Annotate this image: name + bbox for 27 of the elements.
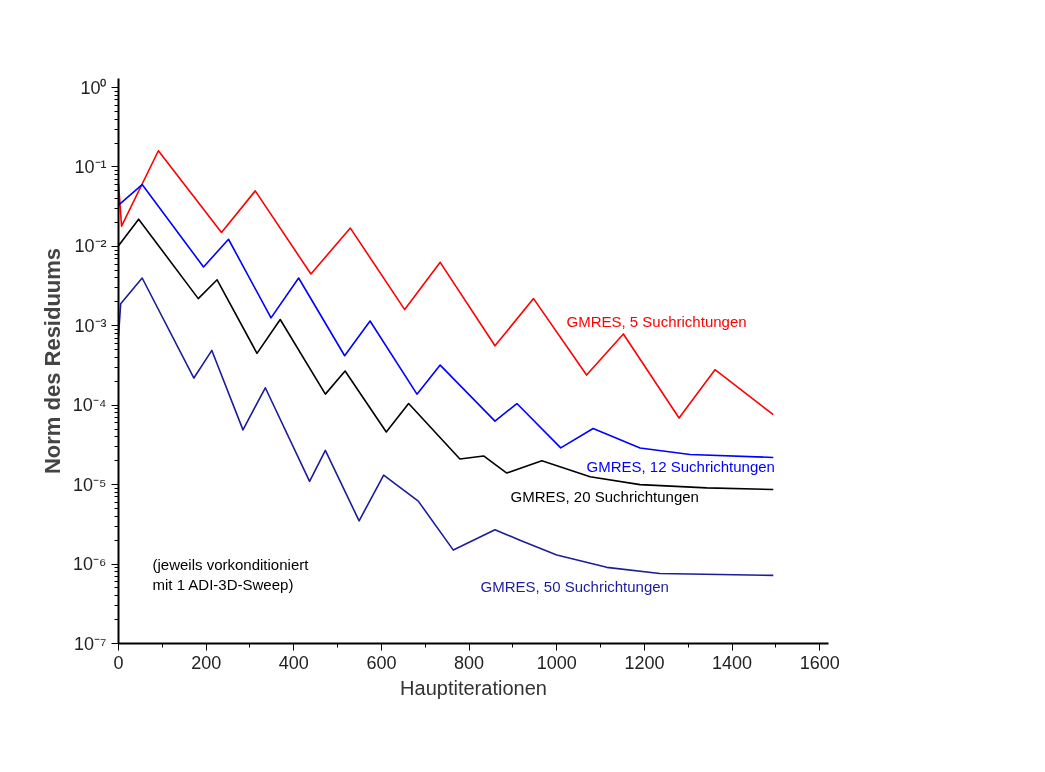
x-tick-label: 800 bbox=[454, 652, 485, 673]
y-tick-label: 10⁰ bbox=[80, 77, 107, 98]
x-tick-label: 200 bbox=[191, 652, 222, 673]
y-tick-label: 10⁻⁷ bbox=[73, 633, 107, 654]
x-axis-title: Hauptiterationen bbox=[400, 676, 547, 699]
x-tick-label: 600 bbox=[366, 652, 397, 673]
line-series bbox=[118, 149, 775, 419]
y-tick-label: 10⁻³ bbox=[74, 315, 107, 336]
annotation: (jeweils vorkonditioniert mit 1 ADI-3D-Sweep) bbox=[152, 556, 310, 594]
x-tick-label: 400 bbox=[278, 652, 309, 673]
series-label: GMRES, 50 Suchrichtungen bbox=[480, 578, 669, 595]
series-label: GMRES, 12 Suchrichtungen bbox=[586, 458, 775, 475]
y-axis-title: Norm des Residuums bbox=[39, 247, 65, 475]
line-series bbox=[118, 277, 775, 577]
x-tick-label: 1400 bbox=[712, 652, 753, 673]
series-label: GMRES, 20 Suchrichtungen bbox=[510, 488, 699, 505]
x-tick-label: 0 bbox=[113, 652, 124, 673]
series-label: GMRES, 5 Suchrichtungen bbox=[566, 313, 747, 330]
y-tick-label: 10⁻⁵ bbox=[73, 474, 107, 495]
y-tick-label: 10⁻¹ bbox=[74, 156, 107, 177]
x-tick-label: 1200 bbox=[624, 652, 665, 673]
line-series bbox=[118, 183, 775, 459]
x-tick-label: 1000 bbox=[536, 652, 577, 673]
y-tick-label: 10⁻⁴ bbox=[72, 395, 107, 416]
x-tick-label: 1600 bbox=[799, 652, 840, 673]
y-tick-label: 10⁻² bbox=[74, 236, 107, 257]
y-tick-label: 10⁻⁶ bbox=[73, 554, 107, 575]
